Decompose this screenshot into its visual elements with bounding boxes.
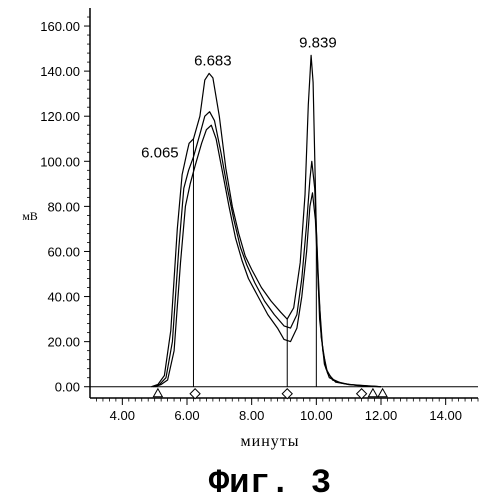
tick-marks <box>84 17 478 405</box>
x-tick-label: 6.00 <box>174 408 199 423</box>
x-tick-label: 8.00 <box>239 408 264 423</box>
y-tick-label: 40.00 <box>47 290 80 305</box>
series-line-3 <box>155 125 381 387</box>
series-line-1 <box>151 55 381 386</box>
y-tick-label: 60.00 <box>47 244 80 259</box>
peak-label: 6.683 <box>194 52 232 69</box>
triangle-marker <box>153 389 162 397</box>
tick-labels: 0.00 20.00 40.00 60.00 80.00 100.00 120.00 140.… <box>40 19 462 423</box>
x-axis-label: минуты <box>241 433 300 450</box>
y-tick-label: 20.00 <box>47 335 80 350</box>
y-tick-label: 140.00 <box>40 64 80 79</box>
peak-label: 9.839 <box>299 34 337 51</box>
y-axis-label: мВ <box>22 209 38 223</box>
diamond-marker <box>190 389 200 399</box>
y-tick-label: 160.00 <box>40 19 80 34</box>
peak-label: 6.065 <box>141 144 179 161</box>
integration-markers <box>153 389 387 399</box>
y-tick-label: 0.00 <box>55 380 80 395</box>
triangle-marker <box>378 389 387 397</box>
y-tick-label: 120.00 <box>40 109 80 124</box>
figure-caption: Фиг. 3 <box>209 465 331 500</box>
peak-boundaries <box>193 139 316 387</box>
series-lines <box>151 55 381 386</box>
x-tick-label: 10.00 <box>300 408 333 423</box>
diamond-marker <box>282 389 292 399</box>
x-tick-label: 12.00 <box>365 408 398 423</box>
x-tick-label: 4.00 <box>110 408 135 423</box>
triangle-marker <box>368 389 377 397</box>
diamond-marker <box>357 389 367 399</box>
y-tick-label: 100.00 <box>40 154 80 169</box>
x-tick-label: 14.00 <box>429 408 462 423</box>
y-tick-label: 80.00 <box>47 199 80 214</box>
